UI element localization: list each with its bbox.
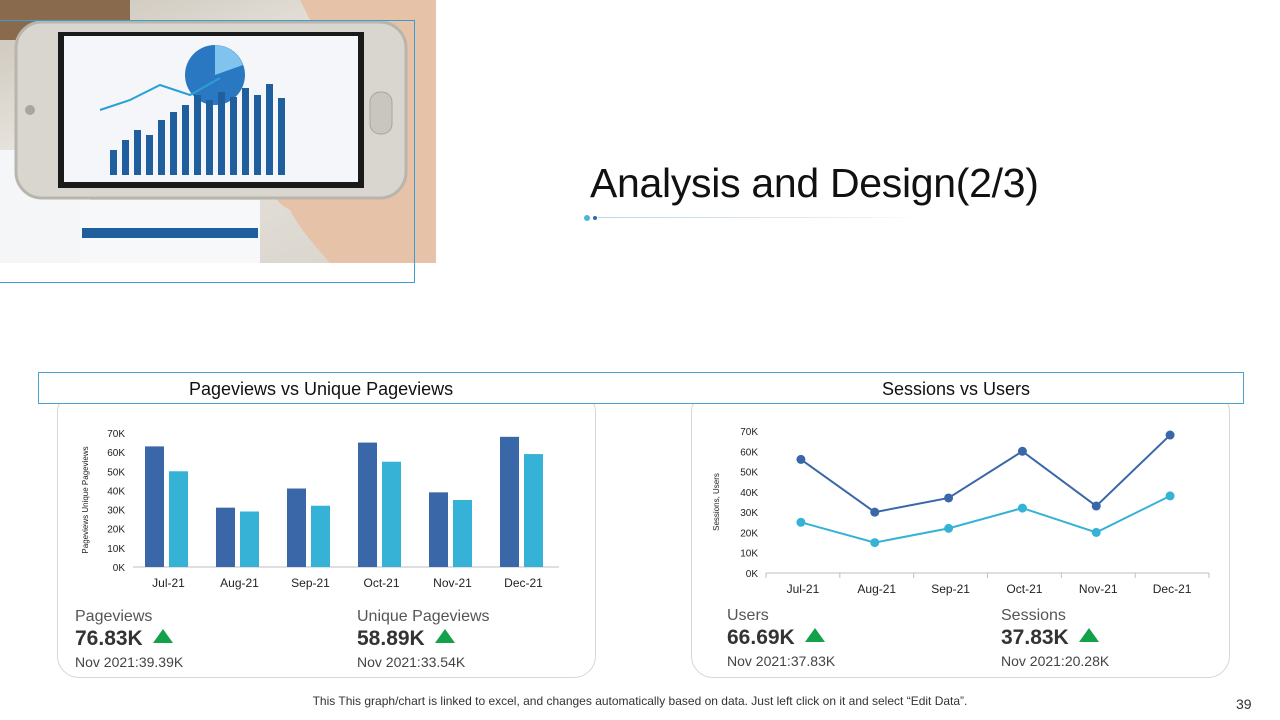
bar [382, 461, 401, 567]
data-point [944, 523, 954, 533]
stat-subtext: Nov 2021:39.39K [75, 654, 184, 670]
x-tick-label: Aug-21 [220, 576, 259, 590]
x-tick-label: Oct-21 [1006, 582, 1042, 596]
stat-value: 58.89K [357, 627, 425, 650]
stat-subtext: Nov 2021:33.54K [357, 654, 466, 670]
up-arrow-icon [152, 629, 173, 643]
bar [216, 507, 235, 567]
pageviews-chart-title: Pageviews vs Unique Pageviews [189, 379, 454, 399]
x-tick-label: Dec-21 [504, 576, 543, 590]
y-tick-label: 50K [107, 467, 125, 478]
y-tick-label: 0K [113, 563, 126, 574]
x-tick-label: Jul-21 [787, 582, 820, 596]
x-tick-label: Sep-21 [931, 582, 970, 596]
page-number: 39 [1236, 696, 1252, 712]
y-tick-label: 60K [740, 447, 758, 458]
stat-label: Users [727, 607, 769, 624]
y-tick-label: 40K [740, 488, 758, 499]
users-stat: Users 66.69K Nov 2021:37.83K [727, 607, 835, 669]
data-point [1017, 446, 1027, 456]
title-underline [598, 217, 918, 218]
y-tick-label: 30K [740, 508, 758, 519]
up-arrow-icon [804, 628, 825, 642]
y-tick-label: 10K [740, 549, 758, 560]
y-tick-label: 70K [740, 427, 758, 438]
x-tick-label: Oct-21 [363, 576, 399, 590]
bar [145, 446, 164, 567]
stat-label: Pageviews [75, 608, 153, 625]
x-tick-label: Jul-21 [152, 576, 185, 590]
pageviews-stat: Pageviews 76.83K Nov 2021:39.39K [75, 608, 183, 670]
data-point [1017, 503, 1027, 513]
data-point [1091, 527, 1101, 537]
stat-label: Sessions [1001, 607, 1066, 624]
slide-title: Analysis and Design(2/3) [590, 160, 1039, 206]
data-point [1165, 491, 1175, 501]
y-tick-label: 50K [740, 468, 758, 479]
charts-header-bar: Pageviews vs Unique Pageviews Sessions v… [38, 372, 1244, 404]
x-tick-label: Sep-21 [291, 576, 330, 590]
data-point [1091, 501, 1101, 511]
x-tick-label: Dec-21 [1153, 582, 1192, 596]
stat-value: 37.83K [1001, 626, 1069, 649]
sessions-panel [691, 390, 1230, 678]
data-point [796, 454, 806, 464]
data-point [870, 507, 880, 517]
series-line [800, 434, 1171, 514]
unique-pageviews-stat: Unique Pageviews 58.89K Nov 2021:33.54K [357, 608, 490, 670]
up-arrow-icon [434, 629, 455, 643]
stat-subtext: Nov 2021:37.83K [727, 653, 836, 669]
photo-frame-border [0, 20, 415, 283]
bar [429, 492, 448, 567]
y-axis-title: Sessions, Users [712, 473, 721, 531]
bar [169, 471, 188, 567]
data-point [1165, 430, 1175, 440]
bar [311, 505, 330, 567]
y-tick-label: 30K [107, 506, 125, 517]
data-point [944, 493, 954, 503]
series-line [800, 495, 1171, 544]
x-tick-label: Aug-21 [857, 582, 896, 596]
up-arrow-icon [1078, 628, 1099, 642]
y-axis-title: Pageviews Unique Pageviews [81, 446, 90, 553]
stat-value: 66.69K [727, 626, 795, 649]
bar [287, 488, 306, 567]
y-tick-label: 40K [107, 486, 125, 497]
stat-subtext: Nov 2021:20.28K [1001, 653, 1110, 669]
sessions-chart-title: Sessions vs Users [882, 379, 1031, 399]
y-tick-label: 70K [107, 429, 125, 440]
y-tick-label: 60K [107, 448, 125, 459]
photo-illustration [0, 0, 436, 263]
y-tick-label: 20K [740, 528, 758, 539]
title-accent-dot-small [593, 216, 597, 220]
data-point [870, 538, 880, 548]
y-tick-label: 20K [107, 525, 125, 536]
bar [524, 454, 543, 567]
data-point [796, 517, 806, 527]
x-tick-label: Nov-21 [1079, 582, 1118, 596]
hand-holding-phone-with-chart-photo [0, 0, 436, 263]
y-tick-label: 0K [746, 569, 759, 580]
x-tick-label: Nov-21 [433, 576, 472, 590]
pageviews-bar-chart[interactable]: Pageviews Unique Pageviews 0K 10K 20K 30K 40K… [75, 424, 565, 594]
bar [453, 500, 472, 567]
stat-value: 76.83K [75, 627, 143, 650]
y-tick-label: 10K [107, 544, 125, 555]
bar [240, 511, 259, 567]
title-accent-dot [584, 215, 590, 221]
bar [358, 442, 377, 567]
bar [500, 436, 519, 567]
stat-label: Unique Pageviews [357, 608, 490, 625]
footnote: This This graph/chart is linked to excel… [312, 694, 968, 708]
sessions-stat: Sessions 37.83K Nov 2021:20.28K [1001, 607, 1109, 669]
sessions-line-chart[interactable]: Sessions, Users 0K 10K 20K 30K 40K 50K 60K 70K Ju… [706, 422, 1216, 598]
